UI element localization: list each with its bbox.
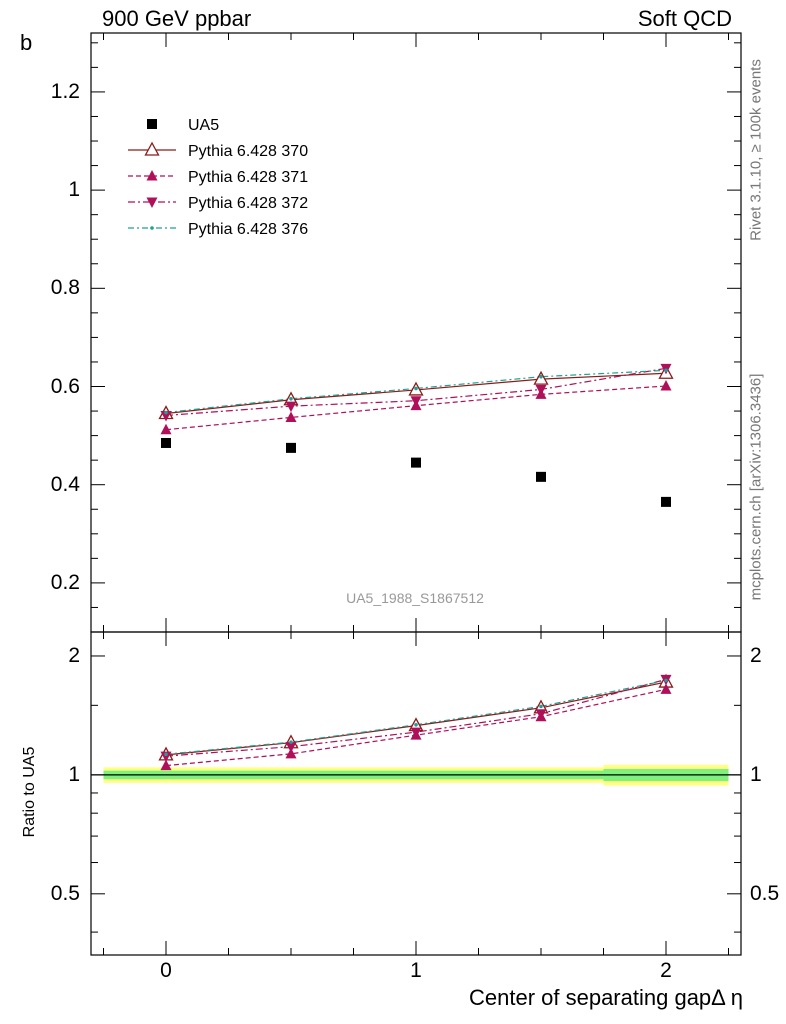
series-point-main [410, 396, 422, 407]
series-point-ratio [285, 742, 297, 753]
series-point-ratio [410, 727, 422, 739]
legend-marker [146, 170, 158, 181]
legend-marker [144, 141, 160, 156]
main-y-axis-label: b [20, 30, 33, 55]
analysis-id-label: UA5_1988_S1867512 [346, 590, 484, 606]
ratio-y-tick-label-right: 1 [750, 762, 762, 786]
series-point-main [535, 384, 547, 396]
ua5-data-point [661, 496, 671, 507]
legend-label: Pythia 6.428 372 [188, 195, 308, 212]
series-point-ratio [539, 704, 543, 709]
legend-marker [146, 197, 158, 208]
series-point-main [539, 374, 543, 379]
x-tick-label: 1 [410, 959, 422, 982]
ratio-uncertainty-bands [91, 764, 741, 786]
legend-label: UA5 [188, 117, 219, 134]
ratio-y-tick-label: 0.5 [50, 881, 80, 905]
series-lines [165, 367, 667, 767]
series-point-main [160, 423, 172, 435]
axis-ticks [91, 33, 741, 955]
series-point-ratio [164, 752, 168, 757]
ratio-plot-frame [90, 631, 742, 956]
series-point-ratio [414, 722, 418, 727]
x-axis-label: Center of separating gapΔ η [469, 985, 743, 1010]
main-y-tick-label: 0.2 [50, 570, 80, 594]
series-markers [158, 363, 674, 771]
rivet-version-label: Rivet 3.1.10, ≥ 100k events [747, 59, 765, 241]
legend-marker [147, 119, 157, 129]
main-y-tick-label: 0.4 [50, 472, 80, 496]
series-point-main [414, 386, 418, 391]
ua5-data-point [286, 442, 296, 453]
ratio-y-tick-label: 1 [68, 762, 80, 786]
ratio-y-axis-label: Ratio to UA5 [21, 746, 38, 838]
ratio-y-tick-label-right: 0.5 [750, 881, 780, 905]
series-point-ratio [160, 759, 172, 771]
main-y-tick-label: 1.2 [50, 79, 80, 103]
ua5-data-point [536, 471, 546, 482]
legend-label: Pythia 6.428 371 [188, 169, 308, 186]
main-y-tick-label: 0.8 [50, 276, 80, 300]
series-point-ratio [664, 678, 668, 683]
x-tick-label: 2 [660, 959, 672, 982]
series-point-ratio [285, 747, 297, 759]
series-point-ratio [535, 709, 547, 720]
series-point-main [160, 410, 172, 422]
legend: UA5 Pythia 6.428 370 Pythia 6.428 371 Pythi… [128, 117, 308, 238]
main-y-tick-label: 0.6 [50, 374, 80, 398]
series-point-main [164, 410, 168, 415]
series-point-ratio [160, 751, 172, 763]
series-point-main [289, 396, 293, 401]
series-point-ratio [660, 683, 672, 694]
process-label: Soft QCD [637, 6, 732, 31]
main-y-tick-label: 1 [68, 178, 80, 202]
x-tick-label: 0 [160, 959, 172, 982]
series-line-ratio [165, 679, 667, 755]
energy-label: 900 GeV ppbar [102, 6, 252, 31]
mcplots-credit-label: mcplots.cern.ch [arXiv:1306.3436] [747, 373, 765, 601]
ua5-data-point [411, 457, 421, 468]
ratio-y-tick-label-right: 2 [750, 643, 762, 667]
series-point-main [285, 411, 297, 422]
ratio-y-tick-label: 2 [68, 643, 80, 667]
series-point-main [285, 401, 297, 413]
series-point-main [664, 368, 668, 373]
legend-label: Pythia 6.428 376 [188, 221, 308, 238]
series-point-ratio [289, 740, 293, 744]
legend-label: Pythia 6.428 370 [188, 143, 308, 160]
legend-marker [150, 226, 154, 230]
series-point-main [660, 380, 672, 391]
ua5-data-point [161, 437, 171, 448]
